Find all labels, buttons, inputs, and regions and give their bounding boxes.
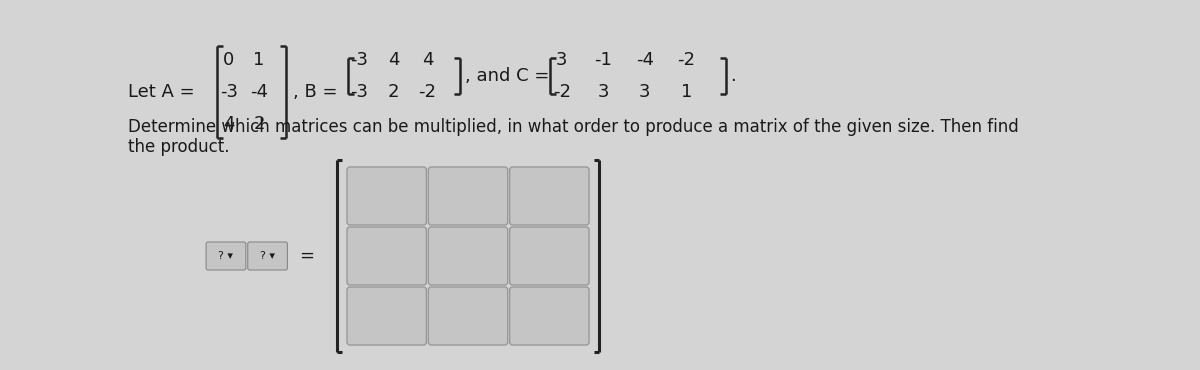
Text: 1: 1 <box>680 83 692 101</box>
FancyBboxPatch shape <box>510 167 589 225</box>
FancyBboxPatch shape <box>206 242 246 270</box>
Text: , and C =: , and C = <box>466 67 550 85</box>
Text: 3: 3 <box>556 51 568 69</box>
Text: -2: -2 <box>553 83 571 101</box>
FancyBboxPatch shape <box>347 227 426 285</box>
Text: ? ▾: ? ▾ <box>260 251 275 261</box>
Text: 3: 3 <box>598 83 608 101</box>
Text: 2: 2 <box>388 83 400 101</box>
Text: 0: 0 <box>223 51 234 69</box>
FancyBboxPatch shape <box>428 227 508 285</box>
Text: 1: 1 <box>253 51 265 69</box>
Text: 4: 4 <box>223 115 234 133</box>
Text: -3: -3 <box>350 83 368 101</box>
Text: 4: 4 <box>388 51 400 69</box>
FancyBboxPatch shape <box>247 242 288 270</box>
Text: -3: -3 <box>350 51 368 69</box>
Text: -2: -2 <box>419 83 437 101</box>
Text: Let A =: Let A = <box>127 83 194 101</box>
Text: -4: -4 <box>250 83 268 101</box>
FancyBboxPatch shape <box>428 287 508 345</box>
Text: 3: 3 <box>640 83 650 101</box>
Text: Determine which matrices can be multiplied, in what order to produce a matrix of: Determine which matrices can be multipli… <box>127 118 1019 136</box>
FancyBboxPatch shape <box>347 287 426 345</box>
Text: 4: 4 <box>421 51 433 69</box>
Text: , B =: , B = <box>293 83 337 101</box>
Text: -4: -4 <box>636 51 654 69</box>
FancyBboxPatch shape <box>428 167 508 225</box>
Text: ? ▾: ? ▾ <box>218 251 234 261</box>
Text: =: = <box>299 247 313 265</box>
FancyBboxPatch shape <box>347 167 426 225</box>
Text: the product.: the product. <box>127 138 229 156</box>
Text: -1: -1 <box>594 51 612 69</box>
Text: -3: -3 <box>220 83 238 101</box>
Text: 2: 2 <box>253 115 265 133</box>
FancyBboxPatch shape <box>510 227 589 285</box>
FancyBboxPatch shape <box>510 287 589 345</box>
Text: -2: -2 <box>678 51 696 69</box>
Text: .: . <box>730 67 736 85</box>
